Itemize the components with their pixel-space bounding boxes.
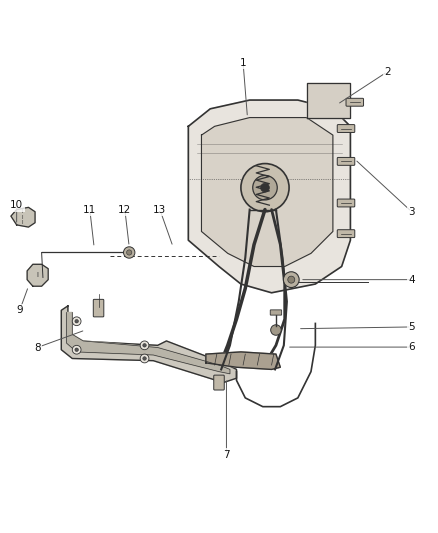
Circle shape (75, 319, 78, 323)
Circle shape (271, 325, 281, 335)
Circle shape (127, 250, 132, 255)
Circle shape (288, 276, 295, 283)
Text: I: I (37, 272, 39, 278)
Circle shape (143, 344, 146, 347)
Circle shape (241, 164, 289, 212)
Text: 5: 5 (408, 322, 415, 332)
Polygon shape (307, 83, 350, 118)
Circle shape (140, 341, 149, 350)
Polygon shape (188, 100, 350, 293)
Circle shape (253, 175, 277, 200)
FancyBboxPatch shape (214, 375, 224, 390)
Text: I: I (22, 214, 24, 220)
FancyBboxPatch shape (346, 98, 364, 106)
FancyBboxPatch shape (337, 125, 355, 133)
Text: 12: 12 (118, 205, 131, 215)
Text: 9: 9 (16, 305, 23, 316)
Circle shape (124, 247, 135, 258)
Text: 2: 2 (384, 67, 391, 77)
Polygon shape (67, 312, 230, 374)
Text: 6: 6 (408, 342, 415, 352)
Text: 13: 13 (153, 205, 166, 215)
Text: 8: 8 (34, 343, 41, 352)
FancyBboxPatch shape (337, 157, 355, 165)
FancyBboxPatch shape (93, 300, 104, 317)
Polygon shape (11, 207, 35, 227)
Text: 7: 7 (223, 450, 230, 460)
Circle shape (143, 357, 146, 360)
Polygon shape (27, 264, 48, 286)
Polygon shape (61, 306, 237, 383)
Polygon shape (201, 118, 333, 266)
Text: 11: 11 (83, 205, 96, 215)
FancyBboxPatch shape (337, 199, 355, 207)
FancyBboxPatch shape (337, 230, 355, 238)
Text: 10: 10 (10, 200, 23, 210)
Text: 1: 1 (240, 58, 247, 68)
Circle shape (283, 272, 299, 287)
Text: 3: 3 (408, 207, 415, 217)
Circle shape (261, 183, 269, 192)
Text: 4: 4 (408, 274, 415, 285)
Circle shape (75, 348, 78, 351)
Circle shape (72, 345, 81, 354)
Circle shape (72, 317, 81, 326)
Circle shape (140, 354, 149, 363)
Text: I: I (22, 209, 24, 214)
Text: I: I (22, 220, 24, 225)
Polygon shape (206, 352, 280, 369)
FancyBboxPatch shape (270, 310, 282, 315)
